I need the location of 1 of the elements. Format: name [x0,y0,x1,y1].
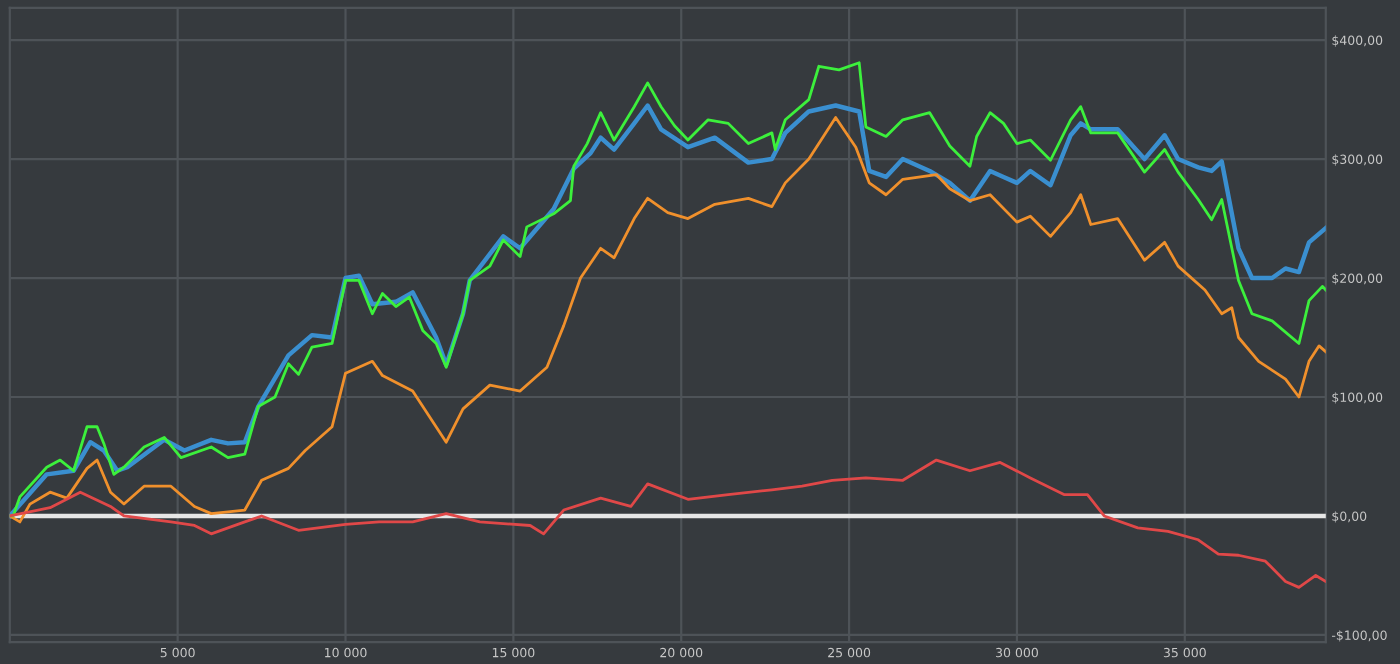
line-series [9,458,1326,589]
